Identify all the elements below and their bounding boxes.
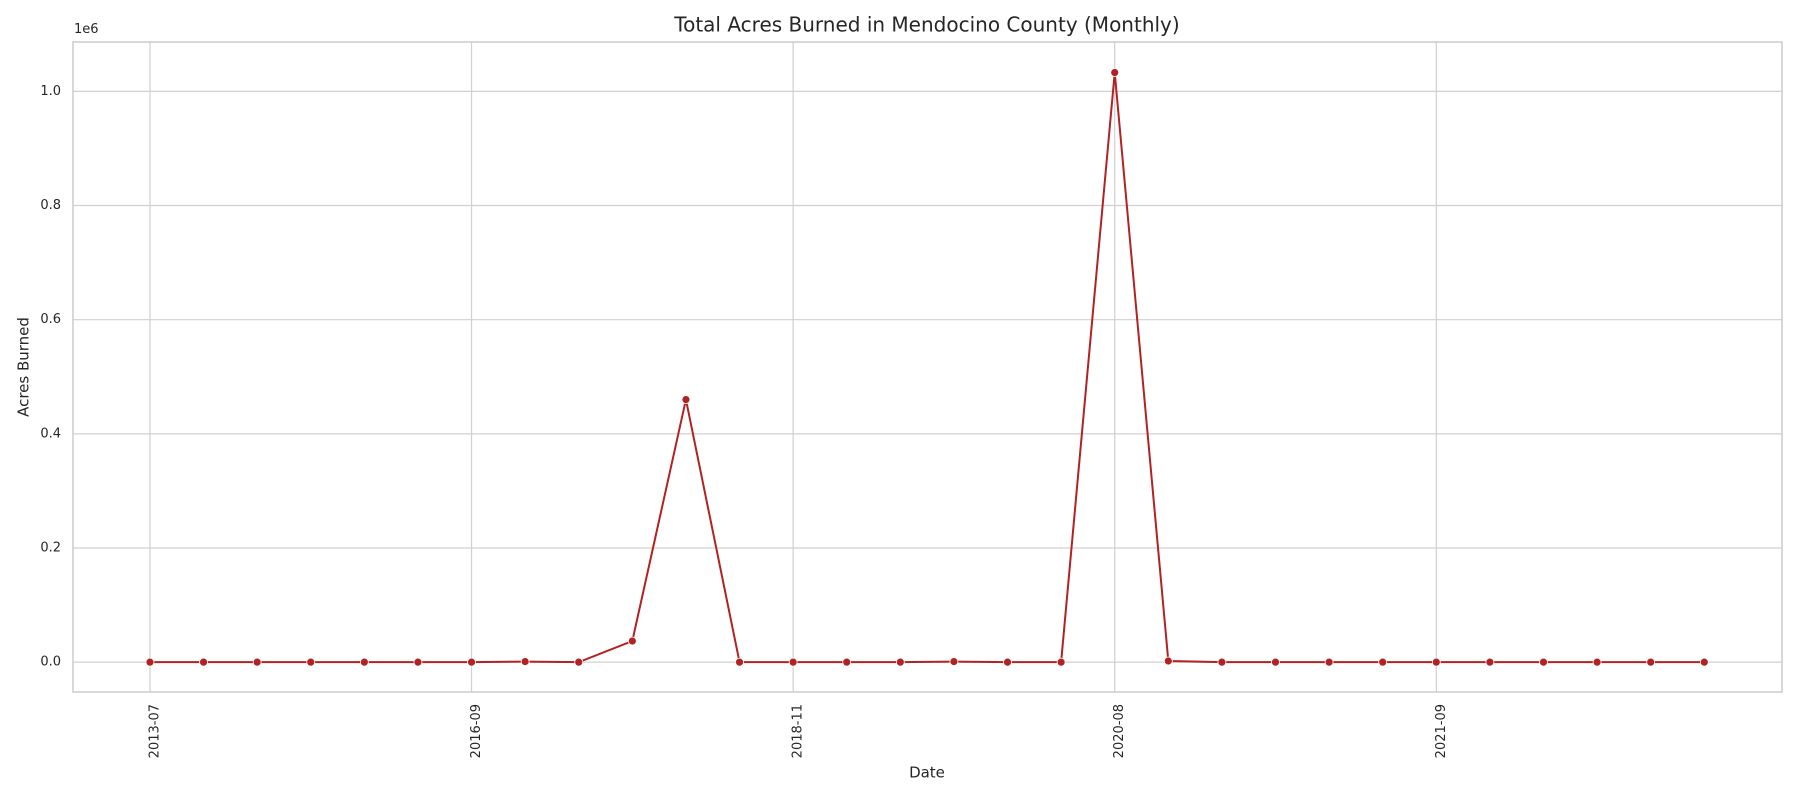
- data-point: [949, 657, 959, 666]
- plot-frame: [72, 41, 1783, 693]
- data-point: [1431, 657, 1441, 667]
- data-point: [1699, 657, 1709, 667]
- data-point: [413, 657, 423, 667]
- x-tick-label: 2013-07: [147, 704, 162, 758]
- data-point: [1646, 657, 1656, 667]
- data-point: [574, 657, 584, 667]
- data-point: [1324, 657, 1334, 667]
- data-point: [1110, 68, 1120, 77]
- data-point: [252, 657, 262, 667]
- y-tick-label: 0.2: [40, 540, 61, 555]
- y-tick-label: 1.0: [40, 84, 61, 99]
- data-point: [467, 657, 476, 667]
- data-point: [1217, 657, 1227, 667]
- data-point: [1056, 657, 1066, 667]
- data-point: [627, 636, 637, 646]
- x-axis-label: Date: [909, 764, 945, 782]
- y-offset-label: 1e6: [74, 22, 99, 37]
- data-point: [842, 657, 852, 667]
- y-tick-label: 0.8: [40, 198, 61, 213]
- data-point: [1485, 657, 1495, 667]
- data-point: [681, 395, 691, 404]
- data-point: [1271, 657, 1280, 667]
- data-point: [520, 657, 530, 666]
- data-point: [1163, 656, 1173, 666]
- data-point: [1378, 657, 1388, 667]
- data-point: [199, 657, 208, 667]
- y-tick-label: 0.0: [40, 655, 61, 670]
- data-point: [788, 657, 798, 667]
- x-tick-label: 2016-09: [469, 704, 484, 758]
- data-point: [1003, 657, 1012, 667]
- data-point: [359, 657, 369, 667]
- data-point: [735, 657, 744, 667]
- y-tick-label: 0.4: [40, 426, 61, 441]
- data-point: [895, 657, 905, 667]
- data-point: [145, 657, 155, 667]
- data-point: [306, 657, 316, 667]
- y-axis-label: Acres Burned: [15, 317, 33, 417]
- x-tick-label: 2020-08: [1112, 704, 1127, 758]
- x-tick-label: 2021-09: [1434, 704, 1449, 758]
- y-tick-label: 0.6: [40, 312, 61, 327]
- data-point: [1592, 657, 1602, 667]
- chart-title: Total Acres Burned in Mendocino County (…: [673, 13, 1179, 37]
- x-tick-label: 2018-11: [791, 704, 806, 758]
- data-line: [149, 72, 1705, 664]
- data-point: [1539, 657, 1548, 667]
